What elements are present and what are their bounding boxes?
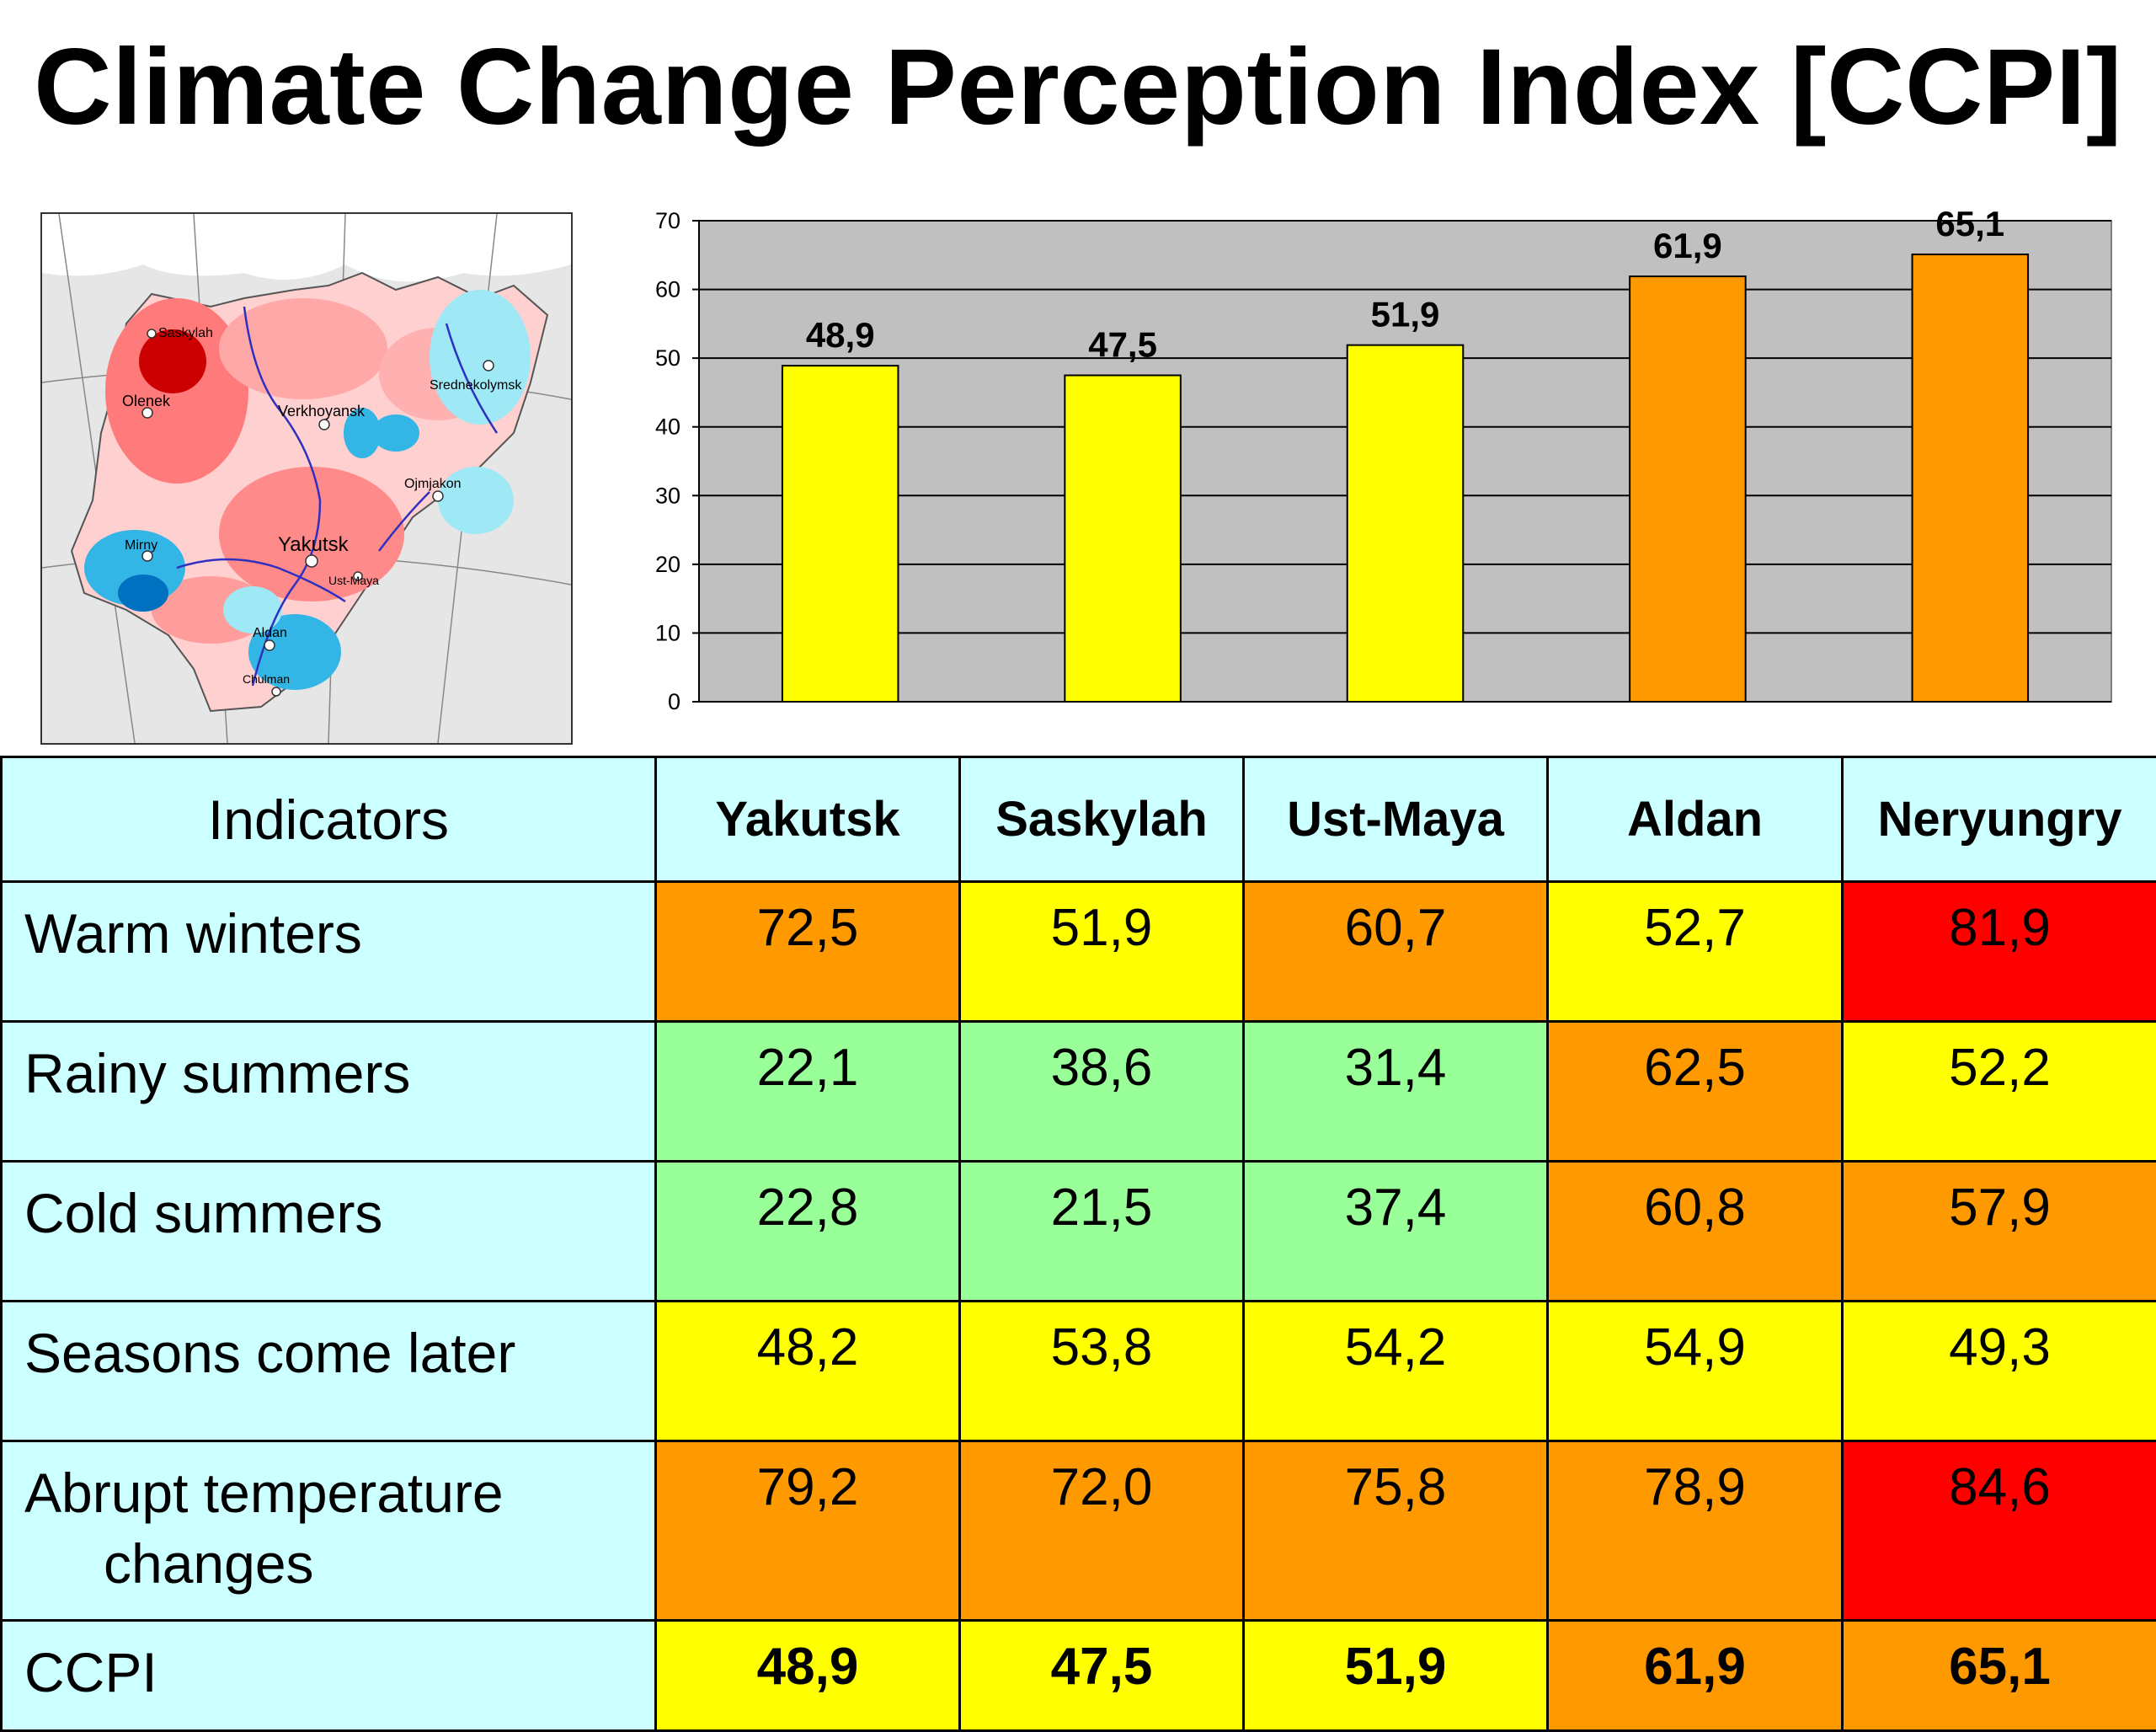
map-label-aldan: Aldan (253, 626, 287, 640)
value-cell: 72,0 (960, 1441, 1244, 1621)
indicator-label: Warm winters (2, 882, 656, 1022)
bar-yakutsk (782, 366, 899, 702)
indicator-label: Cold summers (2, 1162, 656, 1302)
value-cell: 22,8 (656, 1162, 960, 1302)
bar-value-label: 47,5 (1088, 325, 1157, 365)
ccpi-bar-chart-svg: 0 10 20 30 40 50 60 70 48,9 47,5 51,9 61,9 65,1 (623, 198, 2131, 729)
value-cell: 31,4 (1244, 1022, 1548, 1162)
value-cell: 52,7 (1548, 882, 1843, 1022)
value-cell: 48,9 (656, 1621, 960, 1731)
bar-ust-maya (1348, 345, 1464, 702)
map-label-yakutsk: Yakutsk (278, 533, 350, 556)
value-cell: 47,5 (960, 1621, 1244, 1731)
value-cell: 38,6 (960, 1022, 1244, 1162)
value-cell: 60,7 (1244, 882, 1548, 1022)
column-header-neryungry: Neryungry (1843, 757, 2156, 882)
map-label-chulman: Chulman (243, 672, 290, 686)
map-label-olenek: Olenek (122, 393, 171, 409)
indicator-label-text: Warm winters (24, 902, 362, 965)
value-cell: 22,1 (656, 1022, 960, 1162)
indicator-label: CCPI (2, 1621, 656, 1731)
indicator-label-text: Seasons come later (24, 1322, 515, 1384)
ccpi-bar-chart: 0 10 20 30 40 50 60 70 48,9 47,5 51,9 61,9 65,1 (623, 198, 2131, 729)
value-cell: 60,8 (1548, 1162, 1843, 1302)
map-label-verkhoyansk: Verkhoyansk (278, 403, 366, 420)
value-cell: 52,2 (1843, 1022, 2156, 1162)
value-cell: 49,3 (1843, 1302, 2156, 1441)
indicator-label: Seasons come later (2, 1302, 656, 1441)
y-tick-label: 70 (655, 208, 680, 233)
bar-neryungry (1913, 254, 2029, 702)
map-label-mirny: Mirny (125, 538, 157, 553)
indicator-label-text-cont: changes (24, 1528, 314, 1599)
bar-value-label: 48,9 (806, 315, 875, 355)
indicator-label-text: Rainy summers (24, 1042, 410, 1104)
indicator-table: Indicators Yakutsk Saskylah Ust-Maya Ald… (0, 756, 2156, 1732)
value-cell: 53,8 (960, 1302, 1244, 1441)
value-cell: 61,9 (1548, 1621, 1843, 1731)
value-cell: 51,9 (1244, 1621, 1548, 1731)
y-tick-label: 10 (655, 620, 680, 645)
column-header-saskylah: Saskylah (960, 757, 1244, 882)
indicator-label-text: Cold summers (24, 1182, 382, 1244)
indicator-label-text: Abrupt temperature (24, 1462, 504, 1524)
page-title: Climate Change Perception Index [CCPI] (0, 25, 2156, 149)
map-label-ust-maya: Ust-Maya (328, 574, 379, 587)
value-cell: 75,8 (1244, 1441, 1548, 1621)
value-cell: 54,9 (1548, 1302, 1843, 1441)
map-label-ojmjakon: Ojmjakon (404, 477, 462, 491)
value-cell: 57,9 (1843, 1162, 2156, 1302)
value-cell: 21,5 (960, 1162, 1244, 1302)
value-cell: 37,4 (1244, 1162, 1548, 1302)
value-cell: 81,9 (1843, 882, 2156, 1022)
bar-value-label: 61,9 (1653, 226, 1722, 265)
table-header-row: Indicators Yakutsk Saskylah Ust-Maya Ald… (2, 757, 2156, 882)
map-label-srednekolymsk: Srednekolymsk (430, 378, 522, 393)
value-cell: 54,2 (1244, 1302, 1548, 1441)
value-cell: 72,5 (656, 882, 960, 1022)
value-cell: 48,2 (656, 1302, 960, 1441)
bar-value-label: 51,9 (1371, 295, 1440, 334)
value-cell: 78,9 (1548, 1441, 1843, 1621)
column-header-yakutsk: Yakutsk (656, 757, 960, 882)
y-tick-label: 40 (655, 414, 680, 440)
map-label-saskylah: Saskylah (158, 326, 213, 340)
indicator-label-text: CCPI (24, 1641, 157, 1703)
y-tick-label: 60 (655, 277, 680, 302)
bar-saskylah (1065, 376, 1181, 702)
value-cell: 79,2 (656, 1441, 960, 1621)
value-cell: 65,1 (1843, 1621, 2156, 1731)
value-cell: 51,9 (960, 882, 1244, 1022)
value-cell: 62,5 (1548, 1022, 1843, 1162)
value-cell: 84,6 (1843, 1441, 2156, 1621)
indicator-label: Rainy summers (2, 1022, 656, 1162)
y-tick-label: 30 (655, 483, 680, 508)
column-header-aldan: Aldan (1548, 757, 1843, 882)
bar-aldan (1630, 276, 1746, 702)
column-header-ust-maya: Ust-Maya (1244, 757, 1548, 882)
yakutia-map: Saskylah Olenek Verkhoyansk Srednekolyms… (40, 212, 573, 745)
y-tick-label: 0 (668, 689, 680, 714)
bar-value-label: 65,1 (1935, 204, 2004, 243)
indicators-header: Indicators (2, 757, 656, 882)
y-tick-label: 50 (655, 345, 680, 371)
y-tick-label: 20 (655, 552, 680, 577)
